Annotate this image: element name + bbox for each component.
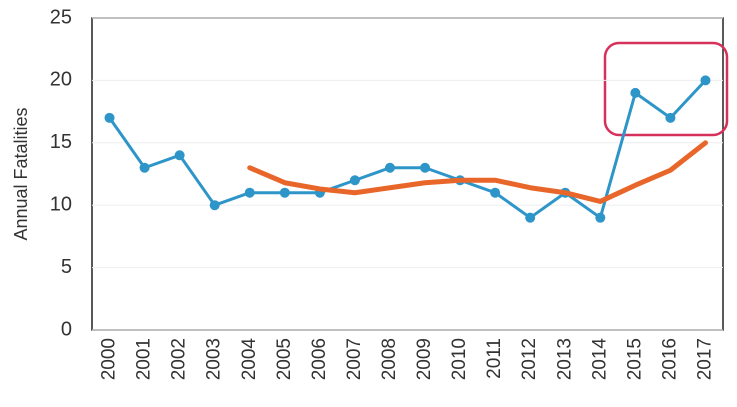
x-tick-label: 2017: [694, 338, 715, 380]
y-tick-label: 15: [50, 131, 72, 153]
data-point: [630, 87, 641, 98]
data-point: [139, 162, 150, 173]
x-tick-label: 2008: [379, 338, 400, 380]
data-point: [700, 75, 711, 86]
series-line: [247, 140, 708, 204]
x-tick-label: 2003: [204, 338, 225, 380]
x-tick-label: 2007: [344, 338, 365, 380]
x-tick-label: 2011: [484, 338, 505, 379]
data-point: [244, 187, 255, 198]
x-tick-label: 2006: [309, 338, 330, 380]
y-tick-label: 20: [50, 69, 72, 91]
y-tick-label: 25: [50, 6, 72, 28]
data-point: [595, 212, 606, 223]
data-point: [384, 162, 395, 173]
x-tick-label: 2016: [659, 338, 680, 380]
data-point: [490, 187, 501, 198]
data-point: [174, 150, 185, 161]
x-tick-label: 2002: [169, 338, 190, 380]
y-tick-label: 5: [61, 256, 72, 278]
series-line: [108, 78, 707, 220]
highlight-box: [603, 41, 729, 137]
y-tick-label: 0: [61, 318, 72, 340]
data-point: [420, 162, 431, 173]
data-point: [349, 175, 360, 186]
x-tick-label: 2013: [554, 338, 575, 380]
data-point: [104, 112, 115, 123]
x-tick-label: 2014: [589, 338, 610, 381]
plot-frame: [91, 17, 724, 331]
data-point: [279, 187, 290, 198]
data-point: [525, 212, 536, 223]
y-tick-label: 10: [50, 193, 72, 215]
x-tick-label: 2000: [99, 338, 120, 380]
x-tick-label: 2005: [274, 338, 295, 380]
x-tick-label: 2001: [134, 338, 155, 380]
x-tick-label: 2015: [624, 338, 645, 380]
y-axis-label: Annual Fatalities: [11, 107, 31, 240]
x-tick-label: 2004: [239, 338, 260, 381]
data-point: [665, 112, 676, 123]
x-tick-label: 2012: [519, 338, 540, 380]
data-point: [209, 200, 220, 211]
x-tick-label: 2009: [414, 338, 435, 380]
x-tick-label: 2010: [449, 338, 470, 380]
